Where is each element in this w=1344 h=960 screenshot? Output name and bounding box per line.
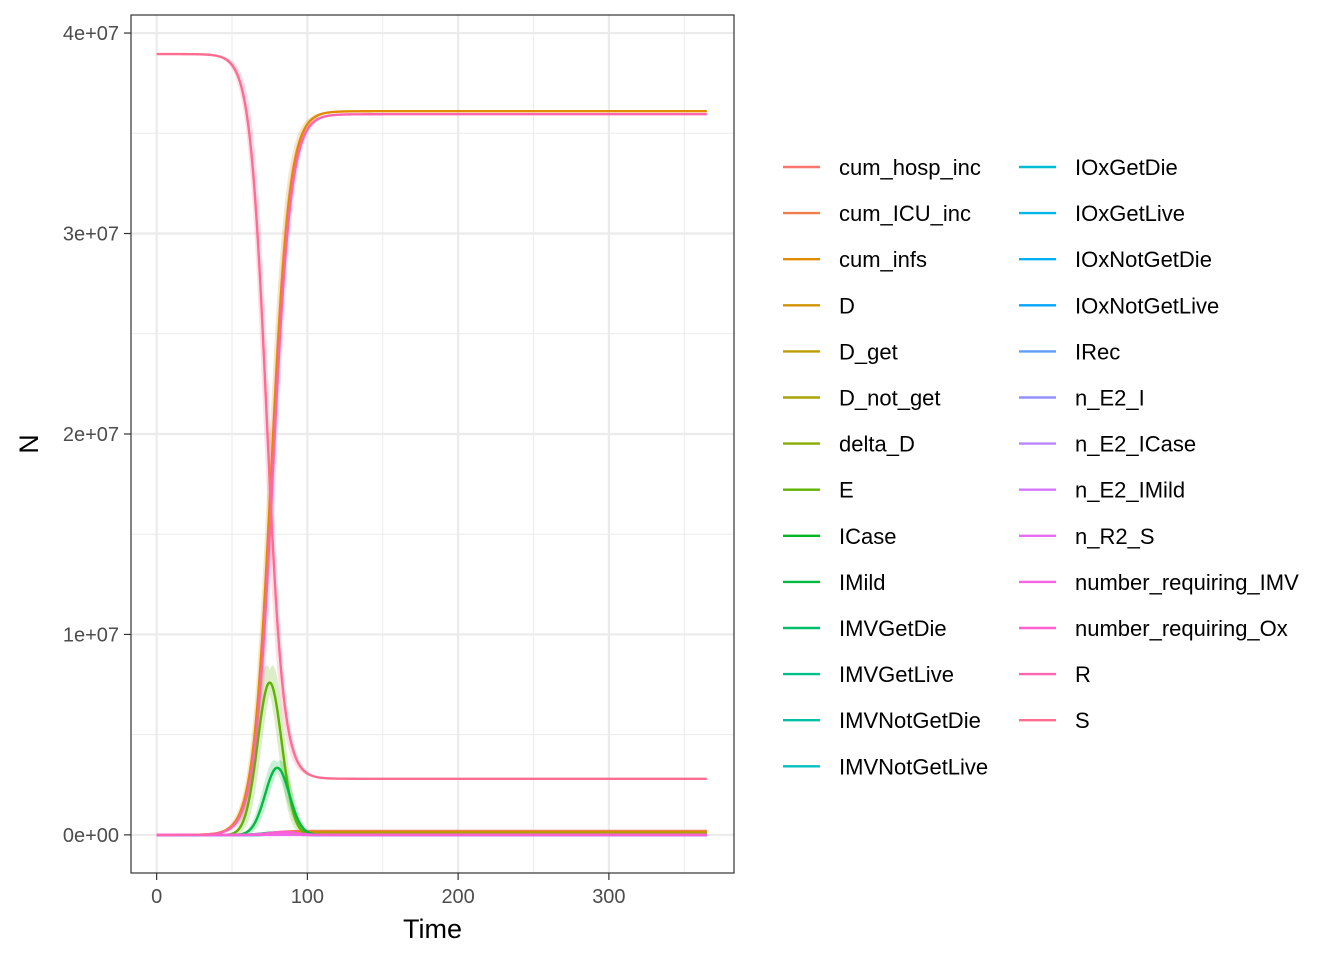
legend-item-D_not_get: D_not_get <box>783 386 941 411</box>
legend-label: IMVGetLive <box>839 662 954 687</box>
legend-label: delta_D <box>839 432 915 457</box>
legend-item-IOxNotGetDie: IOxNotGetDie <box>1019 247 1212 272</box>
y-tick-label: 1e+07 <box>63 624 119 646</box>
legend-item-cum_hosp_inc: cum_hosp_inc <box>783 155 981 180</box>
legend-item-n_R2_S: n_R2_S <box>1019 524 1155 549</box>
legend-item-R: R <box>1019 662 1091 687</box>
minor-gridlines <box>131 15 734 873</box>
y-tick-label: 2e+07 <box>63 424 119 446</box>
legend-item-IOxGetLive: IOxGetLive <box>1019 201 1185 226</box>
y-tick-label: 3e+07 <box>63 224 119 246</box>
legend-label: IOxNotGetLive <box>1075 293 1219 318</box>
legend-label: IMild <box>839 570 885 595</box>
legend-item-IOxGetDie: IOxGetDie <box>1019 155 1178 180</box>
legend-item-number_requiring_IMV: number_requiring_IMV <box>1019 570 1299 595</box>
legend-label: number_requiring_Ox <box>1075 616 1288 641</box>
legend-label: n_E2_ICase <box>1075 432 1196 457</box>
series-lines <box>156 52 708 837</box>
legend-item-IMild: IMild <box>783 570 885 595</box>
plot-area <box>131 15 734 873</box>
series-line-R <box>156 113 708 837</box>
legend-label: E <box>839 478 854 503</box>
y-axis-title: N <box>14 434 44 454</box>
legend-label: D_not_get <box>839 386 941 411</box>
legend-item-D_get: D_get <box>783 339 898 364</box>
axes: 0 100 200 300 0e+00 1e+07 2e+07 3e+07 4e+07 <box>63 23 626 908</box>
series-line-number_requiring_Ox <box>156 830 708 837</box>
plot-panel <box>131 15 734 873</box>
x-tick-label: 100 <box>291 886 324 908</box>
legend-label: number_requiring_IMV <box>1075 570 1299 595</box>
legend-label: IMVNotGetDie <box>839 708 981 733</box>
plot-border <box>130 14 735 874</box>
x-tick-label: 300 <box>592 886 625 908</box>
legend-label: R <box>1075 662 1091 687</box>
legend-label: IOxNotGetDie <box>1075 247 1212 272</box>
legend-label: IOxGetLive <box>1075 201 1185 226</box>
major-gridlines <box>131 15 734 873</box>
legend-item-IMVGetDie: IMVGetDie <box>783 616 947 641</box>
legend-item-n_E2_IMild: n_E2_IMild <box>1019 478 1185 503</box>
x-tick-label: 200 <box>441 886 474 908</box>
y-tick-label: 4e+07 <box>63 23 119 45</box>
x-axis-title: Time <box>403 914 462 944</box>
legend-item-IMVNotGetLive: IMVNotGetLive <box>783 754 988 779</box>
legend-label: n_E2_I <box>1075 386 1145 411</box>
panel-border <box>130 14 735 874</box>
legend-item-D: D <box>783 293 855 318</box>
legend: cum_hosp_inc cum_ICU_inc cum_infs D D_get D_n… <box>783 155 1299 779</box>
series-line-cum_infs <box>156 110 708 837</box>
legend-item-n_E2_I: n_E2_I <box>1019 386 1145 411</box>
legend-item-E: E <box>783 478 854 503</box>
legend-label: cum_infs <box>839 247 927 272</box>
legend-label: ICase <box>839 524 896 549</box>
legend-label: IMVNotGetLive <box>839 754 988 779</box>
legend-label: D_get <box>839 339 898 364</box>
legend-label: IRec <box>1075 339 1120 364</box>
legend-item-n_E2_ICase: n_E2_ICase <box>1019 432 1196 457</box>
legend-label: n_E2_IMild <box>1075 478 1185 503</box>
series-line-S <box>156 52 708 780</box>
legend-item-cum_infs: cum_infs <box>783 247 927 272</box>
legend-label: IOxGetDie <box>1075 155 1178 180</box>
legend-label: n_R2_S <box>1075 524 1155 549</box>
legend-label: S <box>1075 708 1090 733</box>
legend-item-IMVGetLive: IMVGetLive <box>783 662 954 687</box>
legend-label: D <box>839 293 855 318</box>
legend-item-S: S <box>1019 708 1090 733</box>
legend-label: cum_hosp_inc <box>839 155 981 180</box>
legend-item-delta_D: delta_D <box>783 432 915 457</box>
legend-item-ICase: ICase <box>783 524 896 549</box>
legend-label: cum_ICU_inc <box>839 201 971 226</box>
x-tick-label: 0 <box>151 886 162 908</box>
legend-item-cum_ICU_inc: cum_ICU_inc <box>783 201 971 226</box>
legend-item-IMVNotGetDie: IMVNotGetDie <box>783 708 981 733</box>
legend-item-IRec: IRec <box>1019 339 1120 364</box>
y-tick-label: 0e+00 <box>63 825 119 847</box>
legend-item-IOxNotGetLive: IOxNotGetLive <box>1019 293 1219 318</box>
legend-label: IMVGetDie <box>839 616 947 641</box>
legend-item-number_requiring_Ox: number_requiring_Ox <box>1019 616 1288 641</box>
